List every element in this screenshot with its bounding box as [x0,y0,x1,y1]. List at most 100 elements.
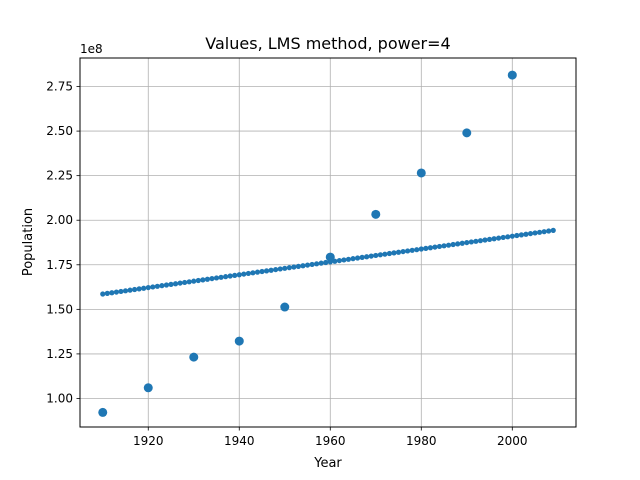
fit-line-point [195,277,201,284]
y-tick-label: 2.75 [46,80,73,94]
fit-line-point [354,255,361,261]
fit-line-point [473,238,479,244]
fit-line-point [182,279,188,286]
y-tick-label: 2.50 [46,124,73,138]
fit-line-point [509,233,515,239]
fit-line-point [377,252,383,258]
scatter-point [325,252,335,262]
fit-line-point [177,280,183,286]
fit-line-point [291,264,297,270]
fit-line-point [204,276,211,282]
fit-line-point [300,263,306,269]
fit-line-point [450,241,456,248]
fit-line-point [100,291,106,297]
scatter-point [189,352,199,362]
y-tick-label: 1.25 [46,347,73,361]
fit-line-point [232,272,238,278]
fit-series [100,227,556,297]
fit-line-point [468,239,474,245]
fit-line-point [186,279,192,285]
fit-line-point [486,236,493,242]
fit-line-point [350,256,356,262]
fit-line-point [200,277,206,283]
fit-line-point [477,238,484,244]
fit-line-point [550,227,556,233]
fit-line-point [496,235,502,241]
fit-line-point [141,285,147,291]
x-tick-label: 1920 [133,434,164,448]
fit-line-point [345,256,352,262]
fit-line-point [445,242,452,248]
fit-line-point [386,250,393,257]
scatter-point [462,128,472,138]
fit-line-point [405,248,411,254]
fit-line-point [436,243,443,250]
fit-line-point [282,265,288,271]
fit-line-point [541,229,547,235]
fit-line-point [341,257,347,263]
fit-line-point [127,287,133,293]
fit-line-point [418,246,424,252]
fit-line-point [491,236,497,242]
scatter-point [143,383,153,393]
fit-line-point [423,245,429,251]
x-tick-label: 2000 [497,434,528,448]
fit-line-point [213,275,220,281]
fit-line-point [163,282,170,288]
fit-line-point [414,247,420,253]
plot-area-frame [79,57,577,428]
fit-line-point [122,288,129,294]
fit-line-point [109,290,115,296]
scatter-point [234,336,244,346]
y-axis-title: Population [21,208,36,276]
scatter-series [98,70,517,417]
fit-line-point [527,230,534,237]
fit-line-point [455,241,461,247]
fit-line-point [505,234,511,240]
fit-line-point [514,232,520,239]
fit-line-point [132,286,138,293]
fit-line-point [441,243,447,249]
fit-line-point [245,270,251,277]
fit-line-point [223,274,229,280]
y-tick-label: 1.50 [46,302,73,316]
fit-line-point [241,271,247,277]
fit-line-point [136,286,142,292]
y-tick-label: 1.75 [46,258,73,272]
fit-line-point [400,248,406,255]
scatter-point [371,209,381,219]
fit-line-point [500,234,506,241]
scatter-point [507,70,517,80]
fit-line-point [218,274,224,280]
fit-line-point [459,240,465,246]
scatter-point [280,302,290,312]
fit-line-point [409,247,415,253]
fit-line-point [273,266,279,273]
fit-line-point [336,257,342,264]
fit-line-point [536,229,543,235]
fit-line-point [314,261,320,267]
axis-ticks: 1920 1940 1960 1980 2000 1.00 1.25 1.50 1.75 2.00… [46,80,527,448]
fit-line-point [373,252,379,259]
fit-line-point [304,262,311,268]
fit-line-point [159,283,165,289]
fit-line-point [427,245,433,251]
fit-line-point [263,268,270,274]
fit-line-point [323,259,329,266]
fit-line-point [432,244,438,250]
y-tick-label: 2.25 [46,169,73,183]
fit-line-point [172,281,179,287]
fit-line-point [254,269,261,275]
fit-line-point [150,284,156,290]
fit-line-point [286,265,292,271]
scatter-point [98,407,108,417]
fit-line-point [268,267,274,273]
fit-line-point [318,260,324,266]
fit-line-point [464,239,470,246]
fit-line-point [209,275,215,282]
fit-line-point [395,249,402,255]
chart-title: Values, LMS method, power=4 [205,34,450,53]
fit-line-point [382,251,388,257]
fit-line-point [482,237,488,243]
